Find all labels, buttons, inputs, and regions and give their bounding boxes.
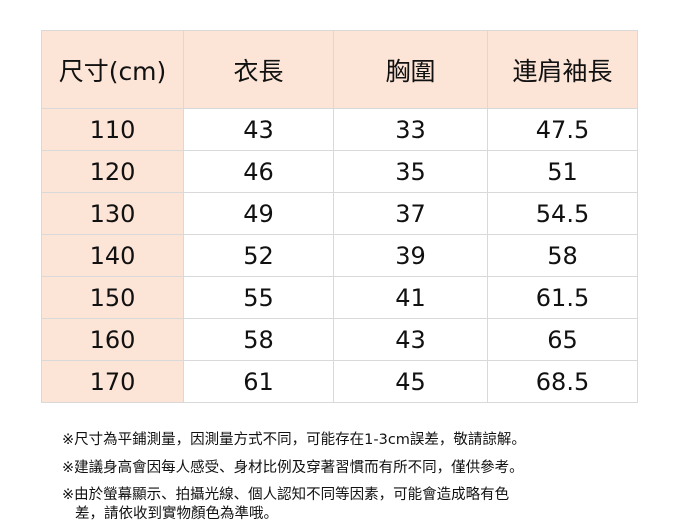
measurement-cell: 55 bbox=[183, 276, 334, 319]
size-cell: 150 bbox=[41, 276, 184, 319]
size-cell: 110 bbox=[41, 108, 184, 151]
note-color: ※由於螢幕顯示、拍攝光線、個人認知不同等因素，可能會造成略有色 差，請依收到實物… bbox=[62, 486, 622, 524]
note-color-line2: 差，請依收到實物顏色為準哦。 bbox=[75, 506, 278, 522]
measurement-cell: 58 bbox=[183, 318, 334, 361]
measurement-cell: 41 bbox=[333, 276, 488, 319]
measurement-cell: 58 bbox=[487, 234, 638, 277]
measurement-cell: 46 bbox=[183, 150, 334, 193]
size-cell: 170 bbox=[41, 360, 184, 403]
table-row: 150 55 41 61.5 bbox=[41, 276, 638, 319]
note-color-line1: ※由於螢幕顯示、拍攝光線、個人認知不同等因素，可能會造成略有色 bbox=[62, 487, 510, 503]
note-measurement: ※尺寸為平鋪測量，因測量方式不同，可能存在1-3cm誤差，敬請諒解。 bbox=[62, 432, 526, 448]
column-header: 衣長 bbox=[183, 30, 334, 109]
measurement-cell: 54.5 bbox=[487, 192, 638, 235]
measurement-cell: 68.5 bbox=[487, 360, 638, 403]
measurement-cell: 65 bbox=[487, 318, 638, 361]
size-cell: 130 bbox=[41, 192, 184, 235]
table-row: 110 43 33 47.5 bbox=[41, 108, 638, 151]
measurement-cell: 45 bbox=[333, 360, 488, 403]
measurement-cell: 51 bbox=[487, 150, 638, 193]
size-cell: 140 bbox=[41, 234, 184, 277]
measurement-cell: 47.5 bbox=[487, 108, 638, 151]
measurement-cell: 35 bbox=[333, 150, 488, 193]
measurement-cell: 43 bbox=[333, 318, 488, 361]
table-row: 170 61 45 68.5 bbox=[41, 360, 638, 403]
notes: ※尺寸為平鋪測量，因測量方式不同，可能存在1-3cm誤差，敬請諒解。 ※建議身高… bbox=[62, 426, 622, 524]
measurement-cell: 33 bbox=[333, 108, 488, 151]
measurement-cell: 39 bbox=[333, 234, 488, 277]
column-header: 尺寸(cm) bbox=[41, 30, 184, 109]
measurement-cell: 49 bbox=[183, 192, 334, 235]
size-cell: 120 bbox=[41, 150, 184, 193]
table-row: 140 52 39 58 bbox=[41, 234, 638, 277]
size-cell: 160 bbox=[41, 318, 184, 361]
measurement-cell: 52 bbox=[183, 234, 334, 277]
table-row: 160 58 43 65 bbox=[41, 318, 638, 361]
note-height: ※建議身高會因每人感受、身材比例及穿著習慣而有所不同，僅供參考。 bbox=[62, 460, 524, 476]
measurement-cell: 61.5 bbox=[487, 276, 638, 319]
table-row: 130 49 37 54.5 bbox=[41, 192, 638, 235]
column-header: 連肩袖長 bbox=[487, 30, 638, 109]
measurement-cell: 37 bbox=[333, 192, 488, 235]
column-header: 胸圍 bbox=[333, 30, 488, 109]
measurement-cell: 61 bbox=[183, 360, 334, 403]
size-chart-table: 尺寸(cm) 衣長 胸圍 連肩袖長 110 43 33 47.5 120 46 35 51 130 49… bbox=[41, 30, 638, 403]
table-row: 120 46 35 51 bbox=[41, 150, 638, 193]
header-row: 尺寸(cm) 衣長 胸圍 連肩袖長 bbox=[41, 30, 638, 109]
measurement-cell: 43 bbox=[183, 108, 334, 151]
